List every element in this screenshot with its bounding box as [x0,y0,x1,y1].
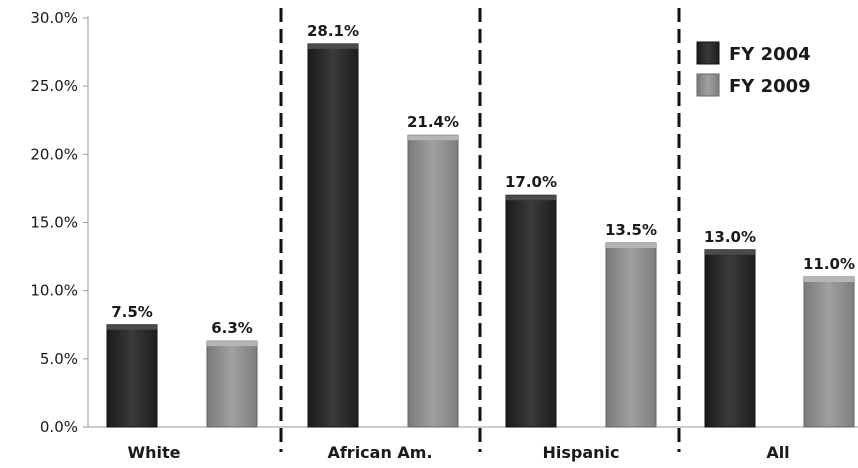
bar-top-bevel [207,341,257,347]
bar-top-bevel [606,242,656,248]
bar-fy2004 [505,194,557,428]
bar-top-bevel [506,195,556,201]
bar-top-bevel [308,43,358,49]
bar-fy2009 [206,340,258,428]
y-tick-label: 30.0% [30,9,78,27]
y-tick-label: 5.0% [40,350,78,368]
category-labels: White African Am. Hispanic All [127,443,789,462]
data-label: 13.0% [704,228,756,246]
legend-label: FY 2009 [729,76,811,97]
y-tick-label: 25.0% [30,77,78,95]
data-label: 28.1% [307,22,359,40]
y-tick-label: 10.0% [30,282,78,300]
data-labels: 7.5% 6.3% 28.1% 21.4% 17.0% 13.5% 13.0% 11.0% [111,22,855,337]
bars [106,43,855,428]
bar-top-bevel [408,135,458,141]
data-label: 13.5% [605,221,657,239]
bar-fy2009 [803,276,855,428]
legend-label: FY 2004 [729,44,811,65]
group-separators [279,8,681,452]
x-category-label: All [766,443,789,462]
data-label: 21.4% [407,113,459,131]
x-category-label: Hispanic [542,443,619,462]
y-tick-label: 15.0% [30,214,78,232]
bar-fy2009 [407,134,459,428]
data-label: 6.3% [211,319,253,337]
bar-fy2004 [106,324,158,428]
legend: FY 2004 FY 2009 [696,41,811,97]
data-label: 17.0% [505,173,557,191]
bar-top-bevel [107,324,157,330]
data-label: 7.5% [111,303,153,321]
bar-top-bevel [705,249,755,255]
y-tick-label: 0.0% [40,418,78,436]
legend-swatch [696,41,720,65]
bar-top-bevel [804,277,854,283]
y-tick-label: 20.0% [30,145,78,163]
bar-fy2004 [307,43,359,428]
x-category-label: African Am. [327,443,432,462]
bar-fy2009 [605,242,657,428]
data-label: 11.0% [803,255,855,273]
x-category-label: White [127,443,180,462]
legend-swatch [696,73,720,97]
bar-fy2004 [704,249,756,428]
